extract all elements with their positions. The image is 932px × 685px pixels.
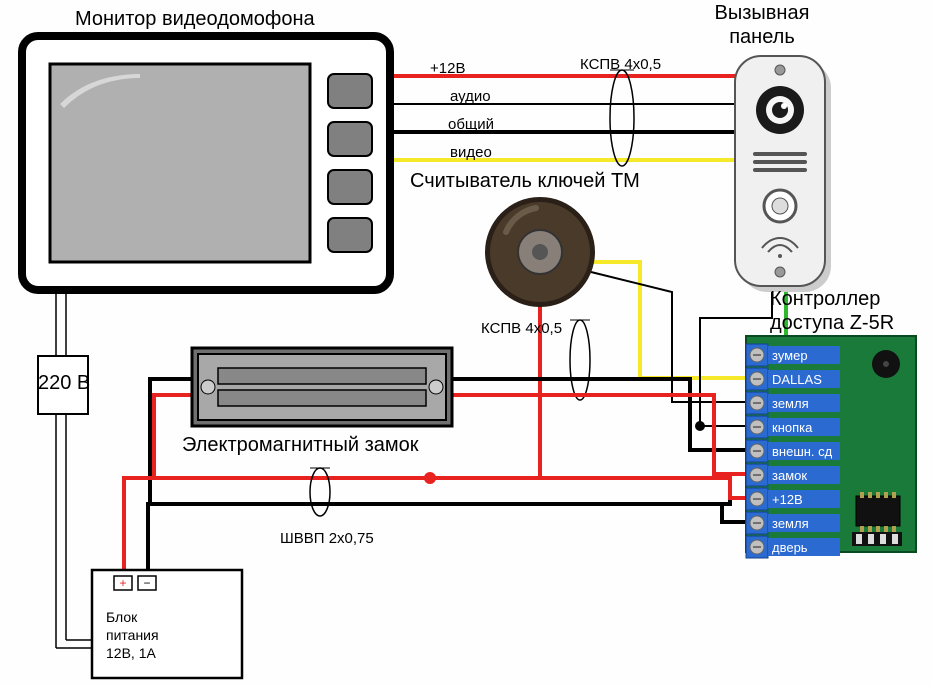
controller-terminal-4: внешн. сд (772, 444, 832, 459)
call-panel-title-1: Вызывная (672, 2, 852, 25)
controller-terminal-7: земля (772, 516, 809, 531)
svg-text:−: − (143, 576, 150, 590)
wire-video-label: видео (450, 144, 492, 161)
em-lock-title: Электромагнитный замок (182, 434, 419, 457)
psu-label-3: 12В, 1А (106, 644, 156, 662)
controller-terminal-0: зумер (772, 348, 808, 363)
cable-kspv-top: КСПВ 4х0,5 (580, 56, 661, 73)
svg-text:+: + (119, 576, 126, 590)
psu-label-1: Блок (106, 608, 137, 626)
psu-label-2: питания (106, 626, 159, 644)
controller-terminal-1: DALLAS (772, 372, 822, 387)
cable-kspv-mid: КСПВ 4х0,5 (481, 320, 562, 337)
tm-reader-title: Считыватель ключей ТМ (410, 170, 640, 193)
controller-title-1: Контроллер (770, 288, 880, 311)
wire-12v-label: +12В (430, 60, 465, 77)
controller-terminal-3: кнопка (772, 420, 812, 435)
call-panel-title-2: панель (672, 26, 852, 49)
monitor-title: Монитор видеодомофона (75, 8, 315, 31)
controller-terminal-5: замок (772, 468, 807, 483)
mains-label: 220 В (38, 372, 90, 395)
cable-shvvp: ШВВП 2х0,75 (280, 530, 374, 547)
controller-terminal-2: земля (772, 396, 809, 411)
wire-audio-label: аудио (450, 88, 491, 105)
controller-title-2: доступа Z-5R (770, 312, 894, 335)
controller-terminal-8: дверь (772, 540, 808, 555)
wire-common-label: общий (448, 116, 494, 133)
controller-terminal-6: +12В (772, 492, 803, 507)
